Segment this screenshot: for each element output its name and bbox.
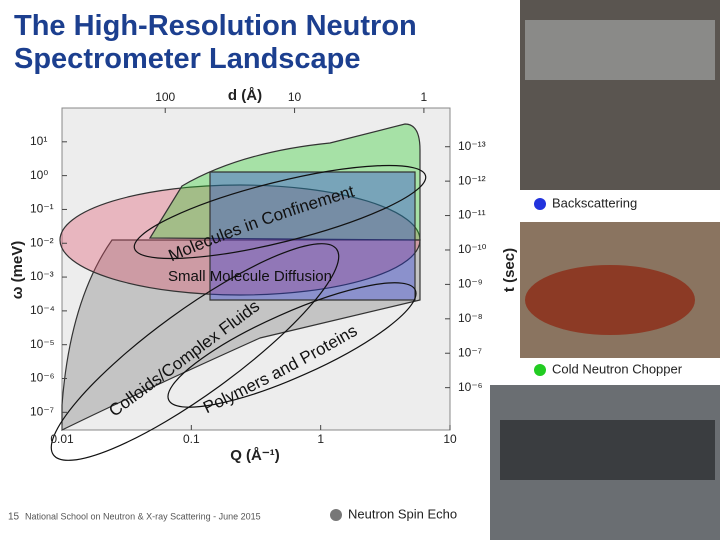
- legend-marker: [534, 198, 546, 210]
- y2-tick-label: 10⁻¹³: [458, 139, 486, 153]
- y-tick-label: 10⁻⁷: [30, 404, 54, 418]
- legend-marker: [534, 364, 546, 376]
- y2-tick-label: 10⁻⁷: [458, 345, 482, 359]
- legend-marker: [330, 509, 342, 521]
- y-tick-label: 10⁻²: [30, 235, 54, 249]
- photo-detail: [500, 420, 715, 480]
- top-tick-label: 10: [288, 90, 302, 104]
- y-tick-label: 10⁻⁴: [30, 303, 55, 317]
- x-tick-label: 10: [443, 432, 457, 446]
- region-outline: [133, 164, 427, 260]
- y-tick-label: 10⁻⁵: [30, 337, 55, 351]
- top-tick-label: 100: [155, 90, 175, 104]
- y-axis-label: ω (meV): [9, 241, 26, 300]
- y2-tick-label: 10⁻¹⁰: [458, 242, 487, 256]
- legend-label: Backscattering: [552, 195, 637, 210]
- y-tick-label: 10⁻⁶: [30, 371, 55, 385]
- y2-tick-label: 10⁻⁸: [458, 311, 483, 325]
- y-tick-label: 10⁻³: [30, 269, 54, 283]
- page-number: 15: [8, 512, 20, 523]
- x-axis-label: Q (Å⁻¹): [230, 447, 280, 464]
- y2-tick-label: 10⁻⁹: [458, 277, 483, 291]
- slide-title: The High-Resolution Neutron Spectrometer…: [14, 10, 417, 75]
- y2-axis-label: t (sec): [501, 248, 518, 292]
- photo-detail: [525, 20, 715, 80]
- plot-area: [61, 107, 451, 431]
- region-outline: [167, 282, 417, 408]
- y-tick-label: 10⁰: [30, 168, 48, 182]
- region: [148, 123, 421, 241]
- y-tick-label: 10¹: [30, 134, 47, 148]
- y-tick-label: 10⁻¹: [30, 202, 54, 216]
- annotation: Small Molecule Diffusion: [168, 268, 332, 285]
- footer-text: National School on Neutron & X-ray Scatt…: [25, 511, 261, 521]
- x-tick-label: 1: [317, 432, 324, 446]
- legend-label: Neutron Spin Echo: [348, 506, 457, 521]
- y2-tick-label: 10⁻¹¹: [458, 208, 486, 222]
- top-axis-label: d (Å): [228, 87, 262, 104]
- top-tick-label: 1: [421, 90, 428, 104]
- photo-detail: [525, 265, 695, 335]
- region-outline: [50, 243, 340, 461]
- x-tick-label: 0.01: [50, 432, 74, 446]
- y2-tick-label: 10⁻¹²: [458, 173, 486, 187]
- x-tick-label: 0.1: [183, 432, 200, 446]
- legend-label: Cold Neutron Chopper: [552, 361, 683, 376]
- y2-tick-label: 10⁻⁶: [458, 380, 483, 394]
